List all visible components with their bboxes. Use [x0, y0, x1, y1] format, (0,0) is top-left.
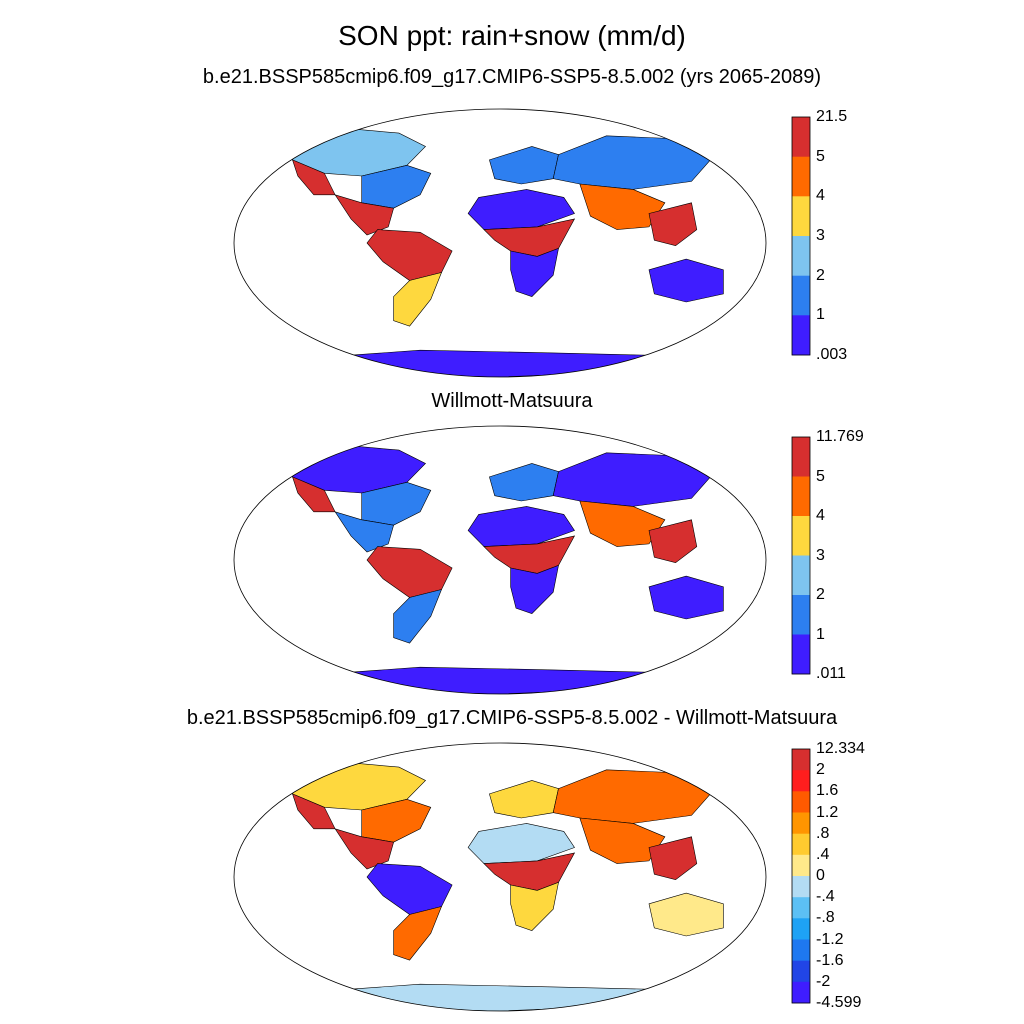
land-region-nw [292, 476, 336, 513]
land-region-nw [292, 159, 336, 196]
map-panel-3 [233, 742, 767, 1012]
land-region-au [648, 892, 724, 937]
colorbar-tick-label: 2 [816, 266, 825, 284]
colorbar-swatch [792, 117, 810, 157]
colorbar-tick-label: -.8 [816, 909, 835, 927]
colorbar-tick-label: .4 [816, 845, 830, 863]
map-panel-2 [233, 425, 767, 695]
colorbar-swatch [792, 981, 810, 1004]
panel-2-subtitle: Willmott-Matsuura [431, 390, 593, 412]
colorbar-1 [791, 116, 811, 356]
land-region-saf [510, 564, 559, 614]
colorbar-swatch [792, 595, 810, 635]
colorbar-tick-label: 21.5 [816, 108, 848, 125]
colorbar-swatch [792, 939, 810, 961]
land-region-ant [308, 666, 666, 694]
colorbar-tick-label: -4.599 [816, 994, 862, 1011]
colorbar-swatch [792, 156, 810, 197]
colorbar-swatch [792, 275, 810, 316]
colorbar-tick-label: 1.2 [816, 803, 839, 821]
colorbar-3 [791, 748, 811, 1004]
colorbar-swatch [792, 812, 810, 834]
land-region-sasia [579, 500, 666, 547]
land-region-sas [393, 906, 442, 961]
panel-3-subtitle: b.e21.BSSP585cmip6.f09_g17.CMIP6-SSP5-8.… [186, 707, 838, 729]
colorbar-swatch [792, 791, 810, 813]
colorbar-tick-label: 12.334 [816, 740, 865, 757]
colorbar-tick-label: -1.6 [816, 951, 844, 969]
panel-1-subtitle: b.e21.BSSP585cmip6.f09_g17.CMIP6-SSP5-8.… [202, 66, 822, 88]
colorbar-swatch [792, 854, 810, 877]
colorbar-swatch [792, 833, 810, 856]
colorbar-swatch [792, 555, 810, 596]
colorbar-swatch [792, 476, 810, 517]
land-region-sea [648, 519, 698, 564]
colorbar-tick-label: -1.2 [816, 930, 844, 948]
land-region-sas [393, 272, 442, 327]
colorbar-swatch [792, 437, 810, 477]
map-panel-1 [233, 108, 767, 378]
land-region-saf [510, 881, 559, 931]
colorbar-swatch [792, 315, 810, 356]
colorbar-tick-label: 2 [816, 761, 825, 779]
map-border [233, 108, 767, 378]
land-region-saf [510, 247, 559, 297]
colorbar-tick-label: 2 [816, 586, 825, 603]
land-region-nw [292, 793, 336, 830]
colorbar-swatch [792, 918, 810, 940]
colorbar-2 [791, 436, 811, 675]
colorbar-tick-label: 5 [816, 147, 825, 165]
colorbar-swatch [792, 196, 810, 237]
land-region-au [648, 575, 724, 620]
colorbar-tick-label: .003 [816, 346, 848, 363]
colorbar-tick-label: 1 [816, 625, 825, 643]
land-region-ca [334, 828, 394, 870]
land-region-sasia [579, 817, 666, 864]
land-region-sea [648, 836, 698, 881]
colorbar-swatch [792, 749, 810, 771]
colorbar-tick-label: 4 [816, 507, 825, 524]
colorbar-tick-label: 0 [816, 867, 825, 884]
land-region-sasia [579, 183, 666, 230]
map-border [233, 425, 767, 695]
colorbar-tick-label: -2 [816, 972, 831, 990]
land-region-sib [552, 452, 714, 507]
land-region-sib [552, 769, 714, 824]
main-title: SON ppt: rain+snow (mm/d) [338, 20, 686, 51]
land-region-sea [648, 202, 698, 247]
colorbar-tick-label: .011 [816, 665, 846, 682]
colorbar-tick-label: 5 [816, 467, 825, 485]
colorbar-swatch [792, 960, 810, 983]
land-region-ca [334, 194, 394, 236]
map-border [233, 742, 767, 1012]
land-region-ant [308, 349, 666, 377]
colorbar-swatch [792, 876, 810, 898]
colorbar-tick-label: 3 [816, 546, 825, 564]
land-region-ca [334, 511, 394, 553]
land-region-sah [467, 189, 575, 230]
land-region-sah [467, 506, 575, 547]
colorbar-swatch [792, 897, 810, 919]
colorbar-swatch [792, 634, 810, 675]
land-region-au [648, 258, 724, 303]
land-region-sib [552, 135, 714, 190]
colorbar-swatch [792, 236, 810, 276]
colorbar-tick-label: 11.769 [816, 428, 864, 445]
colorbar-tick-label: 1.6 [816, 782, 839, 800]
land-region-sah [467, 823, 575, 864]
land-region-ant [308, 983, 666, 1011]
colorbar-swatch [792, 770, 810, 792]
colorbar-tick-label: .8 [816, 824, 830, 842]
land-region-sas [393, 589, 442, 644]
colorbar-tick-label: 4 [816, 187, 825, 205]
colorbar-tick-label: -.4 [816, 888, 835, 906]
colorbar-tick-label: 3 [816, 227, 825, 244]
colorbar-tick-label: 1 [816, 306, 825, 324]
colorbar-swatch [792, 516, 810, 556]
